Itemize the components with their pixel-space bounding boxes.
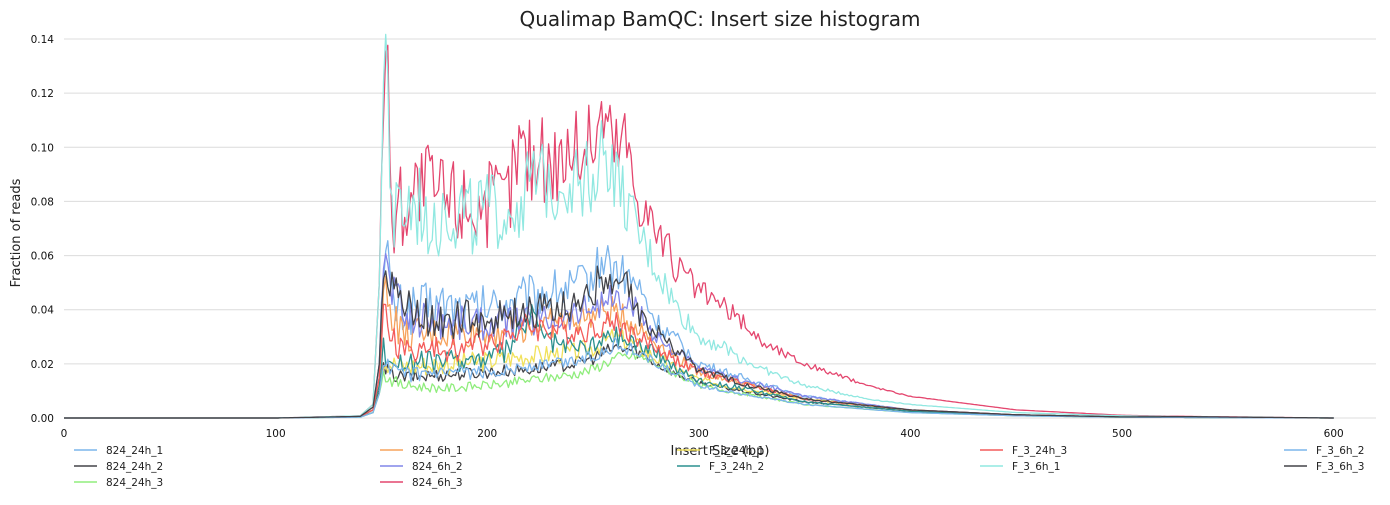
legend-label: F_3_6h_2 xyxy=(1316,445,1365,457)
legend-item-f-3-6h-3[interactable]: F_3_6h_3 xyxy=(1284,461,1365,473)
legend-label: 824_24h_2 xyxy=(106,461,163,473)
series-line-824-24h-3 xyxy=(64,350,1334,419)
legend-item-f-3-6h-2[interactable]: F_3_6h_2 xyxy=(1284,445,1365,457)
x-tick-label: 200 xyxy=(477,428,497,440)
y-tick-labels: 0.00 0.02 0.04 0.06 0.08 0.10 0.12 0.14 xyxy=(31,34,55,425)
chart-title: Qualimap BamQC: Insert size histogram xyxy=(519,7,920,31)
x-axis-label: Insert Size (bp) xyxy=(671,444,770,459)
y-tick-label: 0.02 xyxy=(31,359,54,371)
legend-label: 824_6h_2 xyxy=(412,461,463,473)
legend-item-824-6h-3[interactable]: 824_6h_3 xyxy=(380,477,463,489)
series-lines xyxy=(64,33,1334,419)
series-line-f-3-24h-2 xyxy=(64,304,1334,419)
legend-label: 824_24h_1 xyxy=(106,445,163,457)
legend-item-f-3-24h-3[interactable]: F_3_24h_3 xyxy=(980,445,1067,457)
legend-label: F_3_6h_3 xyxy=(1316,461,1365,473)
series-line-824-6h-3 xyxy=(64,44,1334,419)
y-tick-label: 0.00 xyxy=(31,413,54,425)
y-tick-label: 0.14 xyxy=(31,34,55,46)
legend-label: 824_6h_1 xyxy=(412,445,463,457)
legend-label: F_3_24h_1 xyxy=(709,445,764,457)
legend-label: 824_6h_3 xyxy=(412,477,463,489)
legend-item-824-24h-3[interactable]: 824_24h_3 xyxy=(74,477,163,489)
x-tick-label: 600 xyxy=(1324,428,1344,440)
series-line-824-24h-1 xyxy=(64,240,1334,419)
series-line-f-3-6h-1 xyxy=(64,33,1334,419)
series-line-f-3-24h-1 xyxy=(64,328,1334,419)
series-line-824-6h-1 xyxy=(64,275,1334,419)
x-tick-label: 500 xyxy=(1112,428,1132,440)
series-line-f-3-24h-3 xyxy=(64,303,1334,419)
y-tick-label: 0.12 xyxy=(31,88,54,100)
series-line-824-24h-2 xyxy=(64,343,1334,419)
legend-label: F_3_24h_2 xyxy=(709,461,764,473)
legend-label: 824_24h_3 xyxy=(106,477,163,489)
legend-item-824-24h-2[interactable]: 824_24h_2 xyxy=(74,461,163,473)
x-tick-labels: 0 100 200 300 400 500 600 xyxy=(61,428,1344,440)
y-tick-label: 0.08 xyxy=(31,196,54,208)
x-tick-label: 300 xyxy=(689,428,709,440)
grid-lines xyxy=(64,38,1376,419)
y-tick-label: 0.06 xyxy=(31,251,55,263)
y-axis-label: Fraction of reads xyxy=(9,178,24,287)
legend-item-824-24h-1[interactable]: 824_24h_1 xyxy=(74,445,163,457)
legend-item-824-6h-2[interactable]: 824_6h_2 xyxy=(380,461,463,473)
legend-label: F_3_24h_3 xyxy=(1012,445,1067,457)
legend-label: F_3_6h_1 xyxy=(1012,461,1061,473)
x-tick-label: 0 xyxy=(61,428,68,440)
legend-item-f-3-6h-1[interactable]: F_3_6h_1 xyxy=(980,461,1061,473)
x-tick-label: 400 xyxy=(900,428,920,440)
legend[interactable]: 824_24h_1 824_24h_2 824_24h_3 824_6h_1 824_6… xyxy=(74,445,1365,489)
y-tick-label: 0.04 xyxy=(31,305,55,317)
legend-item-824-6h-1[interactable]: 824_6h_1 xyxy=(380,445,463,457)
legend-item-f-3-24h-1[interactable]: F_3_24h_1 xyxy=(677,445,764,457)
series-line-f-3-6h-3 xyxy=(64,265,1334,419)
legend-item-f-3-24h-2[interactable]: F_3_24h_2 xyxy=(677,461,764,473)
x-tick-label: 100 xyxy=(266,428,286,440)
y-tick-label: 0.10 xyxy=(31,142,54,154)
series-line-f-3-6h-2 xyxy=(64,336,1334,419)
